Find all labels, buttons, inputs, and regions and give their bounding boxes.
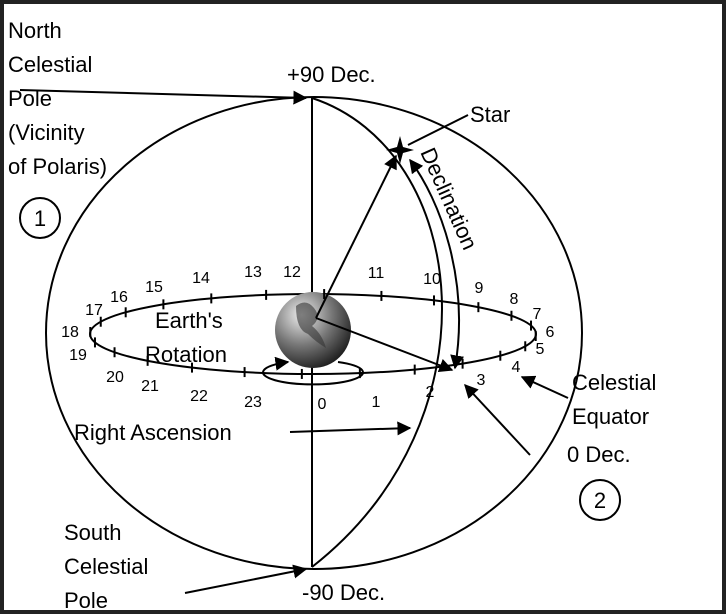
- hour-label: 2: [426, 384, 435, 401]
- hour-label: 4: [512, 359, 521, 376]
- north-label: Celestial: [8, 52, 92, 77]
- south-label: South: [64, 520, 122, 545]
- hour-label: 8: [510, 291, 519, 308]
- hour-label: 0: [318, 396, 327, 413]
- hour-label: 7: [533, 306, 542, 323]
- hour-label: 17: [85, 302, 103, 319]
- ra-label: Right Ascension: [74, 420, 232, 445]
- north-label: (Vicinity: [8, 120, 85, 145]
- hour-label: 6: [546, 324, 555, 341]
- hour-label: 1: [372, 394, 381, 411]
- marker-number: 1: [34, 206, 46, 231]
- hour-label: 10: [423, 271, 441, 288]
- hour-label: 9: [475, 280, 484, 297]
- equator-label: Equator: [572, 404, 649, 429]
- hour-label: 19: [69, 347, 87, 364]
- hour-label: 12: [283, 264, 301, 281]
- hour-label: 22: [190, 388, 208, 405]
- plus90-label: +90 Dec.: [287, 62, 376, 87]
- north-label: Pole: [8, 86, 52, 111]
- hour-label: 14: [192, 270, 210, 287]
- zero-dec-label: 0 Dec.: [567, 442, 631, 467]
- marker-number: 2: [594, 488, 606, 513]
- hour-label: 23: [244, 394, 262, 411]
- north-label: of Polaris): [8, 154, 107, 179]
- hour-label: 11: [368, 265, 385, 282]
- hour-label: 18: [61, 324, 79, 341]
- north-label: North: [8, 18, 62, 43]
- hour-label: 16: [110, 289, 128, 306]
- diagram: North Celestial Pole (Vicinity of Polari…: [0, 0, 726, 614]
- hour-label: 21: [141, 378, 159, 395]
- hour-label: 15: [145, 279, 163, 296]
- hour-label: 20: [106, 369, 124, 386]
- south-label: Celestial: [64, 554, 148, 579]
- minus90-label: -90 Dec.: [302, 580, 385, 605]
- hour-label: 13: [244, 264, 262, 281]
- star-label: Star: [470, 102, 510, 127]
- earth-label: Earth's: [155, 308, 223, 333]
- equator-label: Celestial: [572, 370, 656, 395]
- south-label: Pole: [64, 588, 108, 613]
- hour-label: 5: [536, 341, 545, 358]
- earth-label: Rotation: [145, 342, 227, 367]
- hour-label: 3: [477, 372, 486, 389]
